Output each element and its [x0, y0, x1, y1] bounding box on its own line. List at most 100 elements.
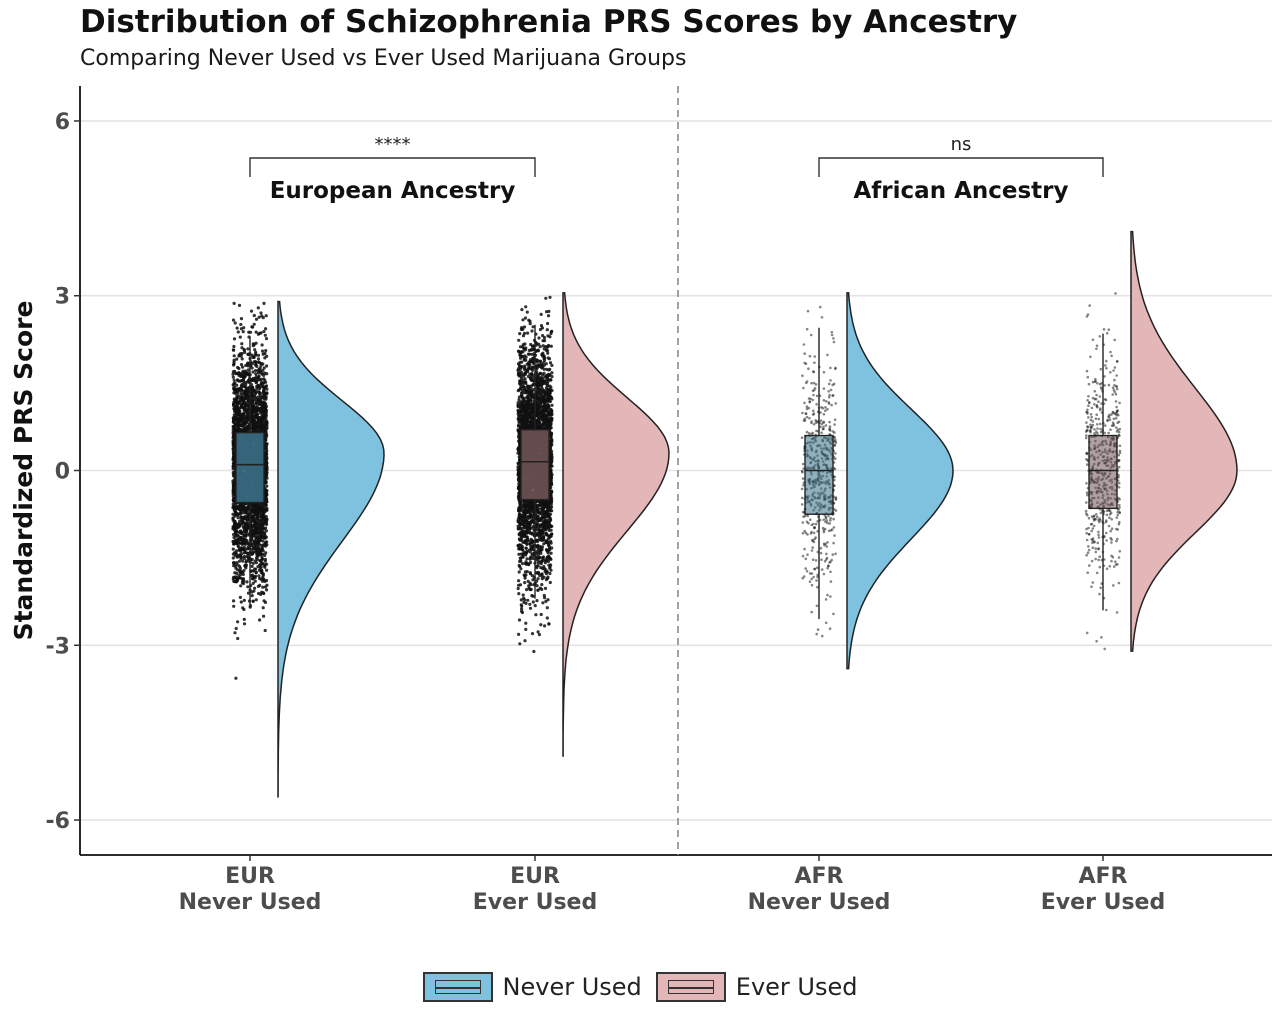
data-point: [248, 330, 253, 334]
data-point: [234, 422, 238, 426]
data-point: [242, 556, 246, 561]
data-point: [238, 566, 242, 571]
data-point: [253, 586, 257, 590]
data-point: [253, 579, 257, 583]
data-point: [265, 455, 269, 459]
data-point: [265, 364, 269, 368]
data-point: [234, 579, 238, 584]
data-point: [253, 348, 257, 352]
data-point: [245, 547, 249, 551]
data-point: [241, 530, 246, 534]
chart-subtitle: Comparing Never Used vs Ever Used Mariju…: [80, 46, 687, 71]
data-point: [253, 429, 257, 433]
data-point: [264, 529, 268, 533]
data-point: [260, 349, 265, 353]
data-point: [525, 310, 529, 314]
data-point: [234, 626, 238, 631]
data-point: [237, 394, 241, 398]
data-point: [521, 593, 525, 597]
data-point: [244, 511, 248, 515]
data-point: [244, 420, 248, 424]
data-point: [243, 426, 247, 430]
data-point: [242, 598, 246, 603]
data-point: [264, 526, 268, 530]
data-point: [232, 433, 236, 437]
data-point: [251, 599, 255, 603]
data-point: [239, 322, 243, 327]
data-point: [243, 375, 247, 379]
data-point: [236, 541, 240, 545]
data-point: [521, 343, 525, 347]
data-point: [263, 351, 267, 356]
data-point: [241, 570, 245, 574]
data-point: [262, 543, 266, 547]
data-point: [261, 539, 265, 543]
data-point: [232, 489, 236, 493]
data-point: [231, 516, 235, 520]
data-point: [233, 321, 237, 325]
data-point: [250, 362, 255, 366]
data-point: [259, 514, 263, 518]
data-point: [257, 315, 261, 319]
data-point: [537, 342, 541, 346]
data-point: [239, 535, 243, 540]
data-point: [265, 484, 269, 488]
data-point: [233, 505, 237, 510]
data-point: [540, 587, 544, 592]
data-point: [236, 523, 240, 528]
data-point: [232, 561, 236, 565]
data-point: [246, 419, 250, 423]
data-point: [526, 549, 530, 553]
data-point: [253, 414, 257, 418]
data-point: [550, 371, 554, 375]
data-point: [242, 579, 246, 583]
data-point: [539, 562, 543, 566]
data-point: [238, 335, 242, 339]
data-point: [258, 393, 262, 398]
data-point: [259, 559, 263, 563]
data-point: [521, 385, 525, 389]
data-point: [236, 620, 240, 624]
data-point: [256, 306, 260, 310]
data-point: [522, 396, 526, 400]
data-point: [255, 387, 259, 391]
data-point: [523, 639, 527, 643]
data-point: [254, 390, 258, 394]
data-point: [246, 361, 250, 365]
data-point: [240, 397, 245, 401]
data-point: [520, 607, 524, 611]
data-point: [252, 322, 256, 326]
data-point: [259, 565, 263, 569]
data-point: [532, 649, 536, 654]
data-point: [238, 576, 242, 580]
data-point: [233, 409, 237, 413]
data-point: [257, 552, 261, 556]
data-point: [253, 409, 257, 414]
data-point: [245, 580, 249, 584]
data-point: [254, 407, 258, 411]
data-point: [261, 403, 265, 407]
data-point: [237, 417, 241, 421]
data-point: [254, 536, 258, 540]
data-point: [239, 363, 244, 367]
data-point: [238, 595, 242, 600]
data-point: [265, 422, 269, 426]
data-point: [262, 591, 266, 596]
data-point: [252, 531, 256, 535]
data-point: [259, 577, 263, 581]
data-point: [231, 348, 235, 352]
data-point: [232, 579, 236, 584]
data-point: [548, 580, 552, 585]
data-point: [516, 362, 521, 366]
data-point: [261, 316, 265, 320]
data-point: [256, 357, 261, 361]
data-point: [265, 588, 269, 592]
data-point: [244, 515, 248, 519]
data-point: [258, 583, 262, 588]
data-point: [232, 471, 236, 475]
data-point: [257, 536, 261, 541]
data-point: [242, 545, 246, 550]
data-point: [252, 343, 256, 347]
data-point: [231, 457, 235, 461]
data-point: [524, 546, 528, 550]
